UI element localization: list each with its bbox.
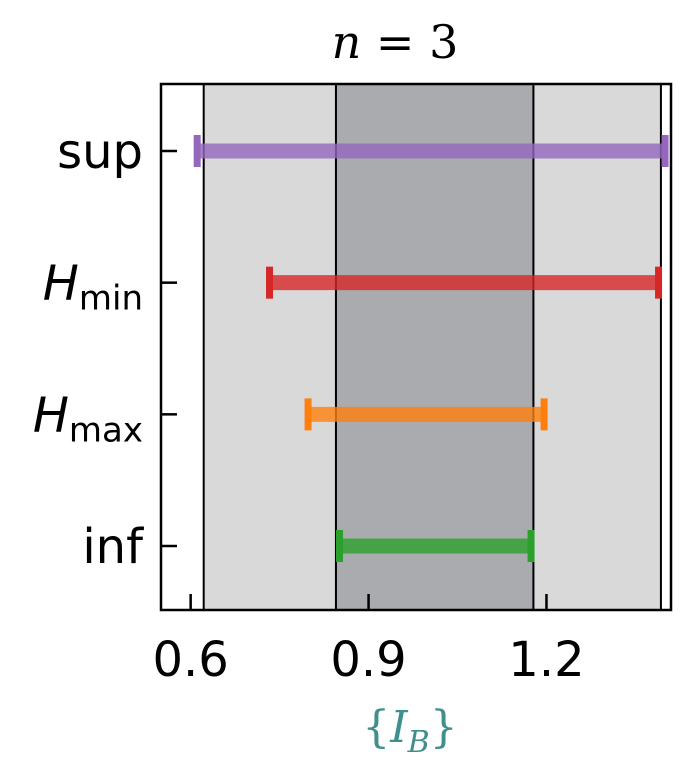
y-tick-label-H_min: Hmin: [43, 256, 143, 319]
plot-frame: [159, 82, 673, 612]
shaded-bands: [203, 84, 661, 610]
chart-title: n = 3: [332, 15, 459, 69]
title-variable: n: [332, 15, 362, 69]
title-operator: =: [361, 15, 429, 69]
x-axis-label: {IB}: [362, 702, 457, 760]
interval-H_min: [266, 266, 663, 299]
interval-series: [193, 135, 669, 562]
interval-sup: [193, 135, 669, 167]
interval-inf: [336, 530, 535, 562]
x-label-close-brace: }: [430, 702, 458, 753]
y-tick-label-H_max: Hmax: [33, 387, 143, 450]
x-label-open-brace: {: [362, 702, 390, 753]
x-tick-label-0.6: 0.6: [152, 632, 228, 688]
shaded-band-2: [335, 84, 534, 610]
x-tick-label-0.9: 0.9: [330, 632, 406, 688]
y-axis-ticks: sup Hmin Hmax inf: [33, 124, 177, 575]
band-boundary-lines: [202, 84, 662, 610]
x-label-subscript: B: [407, 725, 430, 760]
x-tick-label-1.2: 1.2: [508, 632, 584, 688]
y-tick-label-sup: sup: [57, 124, 143, 180]
interval-H_max: [304, 398, 548, 431]
x-label-main: I: [389, 702, 409, 753]
x-axis-ticks: 0.6 0.9 1.2: [152, 594, 585, 688]
title-value: 3: [429, 15, 458, 69]
y-tick-label-inf: inf: [82, 519, 144, 575]
